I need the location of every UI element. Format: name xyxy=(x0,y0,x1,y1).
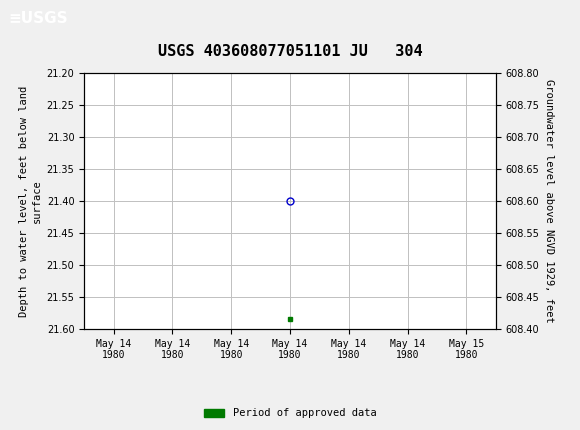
Text: ≡USGS: ≡USGS xyxy=(9,11,68,26)
Text: USGS 403608077051101 JU   304: USGS 403608077051101 JU 304 xyxy=(158,44,422,58)
Legend: Period of approved data: Period of approved data xyxy=(200,404,380,423)
Y-axis label: Depth to water level, feet below land
surface: Depth to water level, feet below land su… xyxy=(19,86,42,316)
Y-axis label: Groundwater level above NGVD 1929, feet: Groundwater level above NGVD 1929, feet xyxy=(543,79,554,323)
